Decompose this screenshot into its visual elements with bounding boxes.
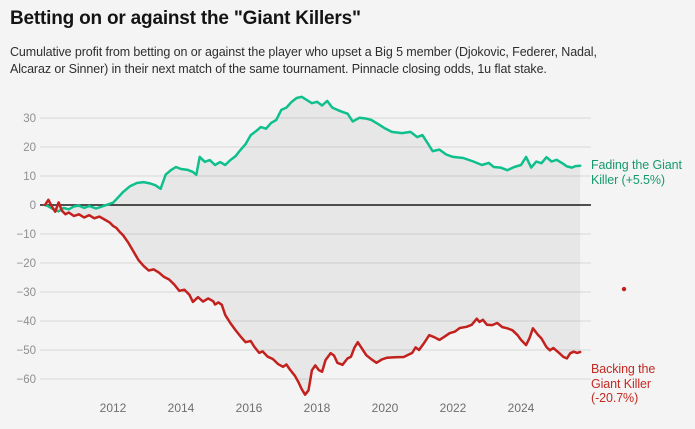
chart-title: Betting on or against the "Giant Killers…: [10, 8, 361, 29]
y-tick-label--50: −50: [16, 345, 36, 357]
backing-label-line-3: (-20.7%): [591, 391, 639, 405]
between-series-band: [45, 96, 581, 395]
x-tick-label-2022: 2022: [440, 401, 467, 415]
fading-label-line-2: Killer (+5.5%): [591, 172, 665, 187]
x-tick-label-2018: 2018: [304, 401, 331, 415]
y-tick-label--40: −40: [16, 316, 36, 328]
x-tick-label-2012: 2012: [100, 401, 127, 415]
backing-series-end-label: Backing the Giant Killer (-20.7%): [591, 362, 655, 406]
subtitle-line-1: Cumulative profit from betting on or aga…: [10, 45, 597, 59]
outlier-dot: [621, 286, 627, 292]
subtitle-line-2: Alcaraz or Sinner) in their next match o…: [10, 62, 547, 76]
y-tick-label-10: 10: [23, 171, 36, 183]
y-tick-label-30: 30: [23, 113, 36, 125]
fading-series-line: [43, 95, 582, 213]
x-tick-label-2024: 2024: [508, 401, 535, 415]
backing-label-line-1: Backing the: [591, 362, 656, 376]
x-tick-label-2014: 2014: [168, 401, 195, 415]
backing-series-line: [43, 198, 582, 396]
y-tick-label--60: −60: [16, 374, 36, 386]
fading-series-end-label: Fading the Giant Killer (+5.5%): [591, 158, 682, 187]
y-tick-label--20: −20: [16, 258, 36, 270]
y-tick-label-0: 0: [30, 200, 36, 212]
chart-subtitle: Cumulative profit from betting on or aga…: [10, 44, 597, 78]
x-tick-label-2016: 2016: [236, 401, 263, 415]
y-tick-label--30: −30: [16, 287, 36, 299]
backing-label-line-2: Giant Killer: [591, 376, 651, 391]
x-tick-label-2020: 2020: [372, 401, 399, 415]
y-tick-label--10: −10: [16, 229, 36, 241]
fading-label-line-1: Fading the Giant: [591, 158, 682, 172]
y-tick-label-20: 20: [23, 142, 36, 154]
